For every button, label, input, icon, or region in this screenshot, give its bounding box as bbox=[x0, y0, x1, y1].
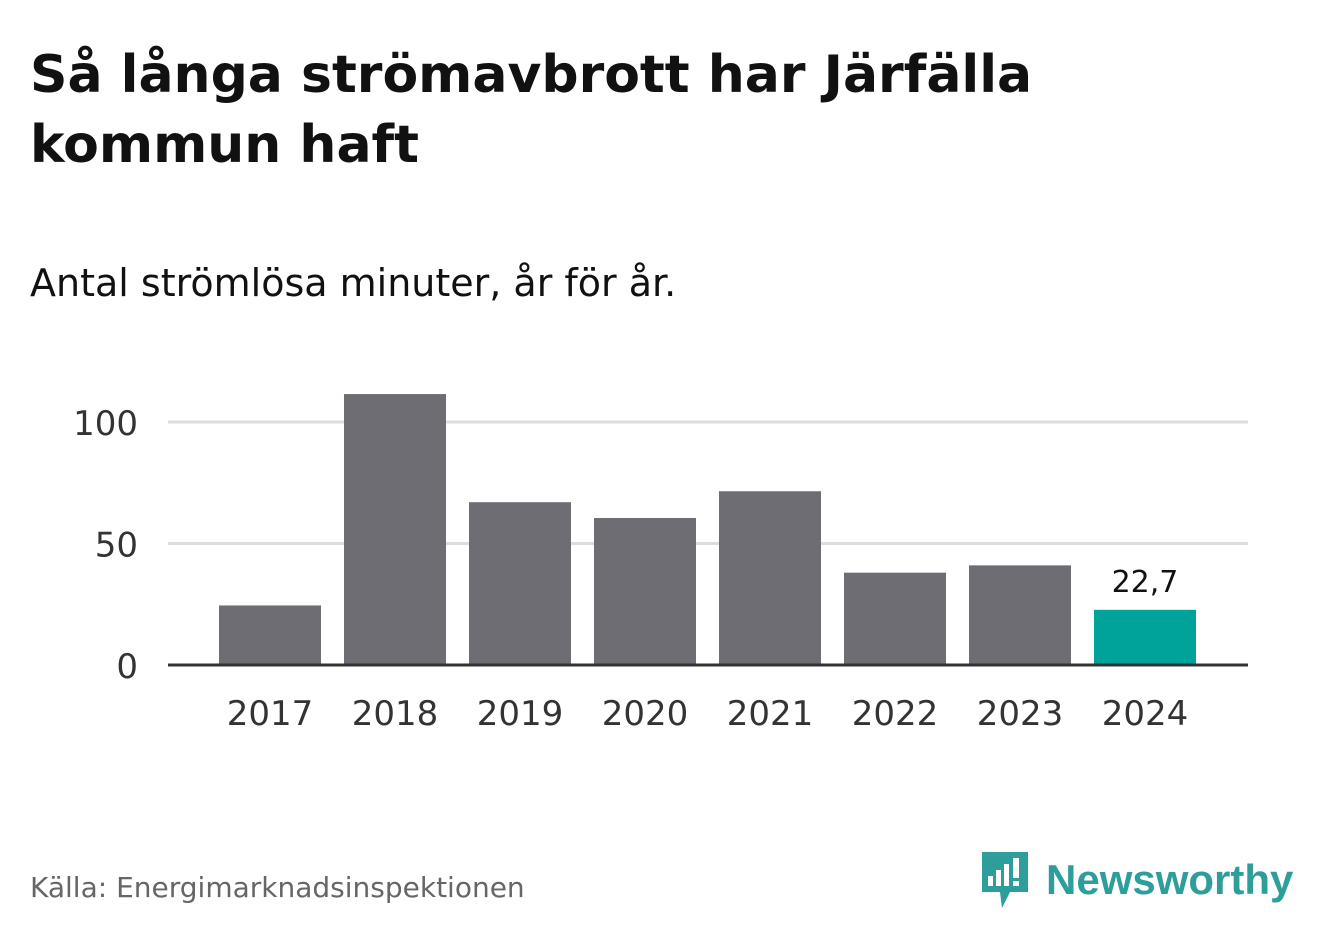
newsworthy-logo-icon bbox=[982, 852, 1028, 908]
y-tick-label-0: 0 bbox=[116, 647, 138, 687]
labels: 0 50 100 2017 2018 2019 2020 2021 2022 2023 2024 22… bbox=[73, 404, 1188, 734]
x-tick-label-2022: 2022 bbox=[852, 694, 939, 734]
chart-subtitle: Antal strömlösa minuter, år för år. bbox=[30, 261, 677, 305]
x-tick-label-2019: 2019 bbox=[477, 694, 564, 734]
bar-2024 bbox=[1094, 609, 1196, 665]
bar-2022 bbox=[844, 572, 946, 665]
gridlines bbox=[168, 420, 1248, 545]
bar-chart: 0 50 100 2017 2018 2019 2020 2021 2022 2023 2024 22… bbox=[73, 394, 1248, 734]
data-label-2024: 22,7 bbox=[1112, 565, 1179, 600]
x-tick-label-2017: 2017 bbox=[227, 694, 314, 734]
source-note: Källa: Energimarknadsinspektionen bbox=[30, 871, 525, 904]
bar-2023 bbox=[969, 565, 1071, 665]
chart-title: Så långa strömavbrott har Järfälla kommu… bbox=[30, 45, 1033, 175]
x-tick-label-2018: 2018 bbox=[352, 694, 439, 734]
bar-2020 bbox=[594, 517, 696, 665]
x-tick-label-2023: 2023 bbox=[977, 694, 1064, 734]
bar-2019 bbox=[469, 502, 571, 665]
bar-2018 bbox=[344, 394, 446, 665]
y-tick-label-100: 100 bbox=[73, 404, 138, 444]
bar-2021 bbox=[719, 491, 821, 665]
bars bbox=[219, 394, 1196, 665]
x-tick-label-2024: 2024 bbox=[1102, 694, 1189, 734]
x-tick-label-2021: 2021 bbox=[727, 694, 814, 734]
bar-2017 bbox=[219, 605, 321, 665]
x-tick-label-2020: 2020 bbox=[602, 694, 689, 734]
brand-name: Newsworthy bbox=[1046, 856, 1294, 903]
brand: Newsworthy bbox=[980, 850, 1293, 910]
y-tick-label-50: 50 bbox=[95, 526, 138, 566]
